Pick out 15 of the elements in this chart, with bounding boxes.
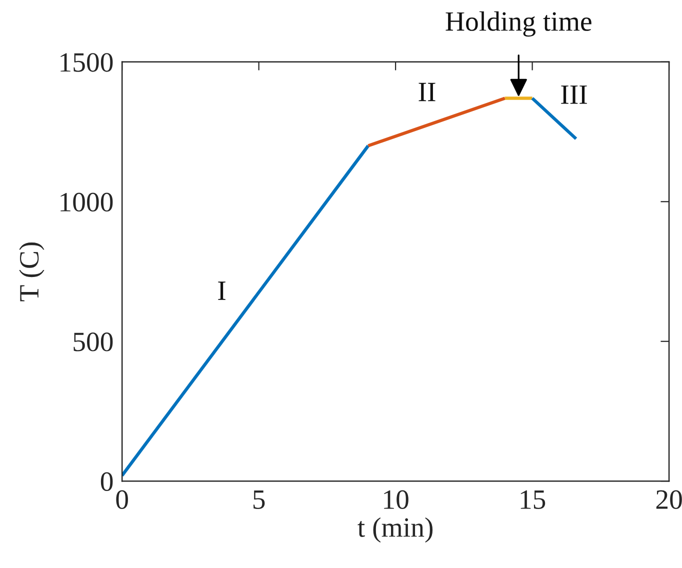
annotation: Holding time bbox=[446, 11, 592, 37]
x-tick-label: 10 bbox=[384, 490, 408, 509]
y-axis-title: T (C) bbox=[19, 242, 44, 302]
y-tick-label: 1000 bbox=[60, 192, 113, 212]
y-tick-label: 500 bbox=[74, 332, 113, 352]
x-axis-title: t (min) bbox=[358, 517, 433, 543]
y-tick-label: 0 bbox=[100, 472, 113, 492]
y-tick-label: 1500 bbox=[60, 53, 113, 72]
series-label: III bbox=[561, 86, 587, 104]
series-label: II bbox=[418, 82, 436, 102]
x-tick-label: 5 bbox=[253, 490, 265, 509]
x-tick-label: 15 bbox=[520, 490, 546, 509]
series-label: I bbox=[218, 282, 226, 300]
x-tick-label: 0 bbox=[116, 490, 128, 509]
x-tick-label: 20 bbox=[656, 490, 682, 509]
